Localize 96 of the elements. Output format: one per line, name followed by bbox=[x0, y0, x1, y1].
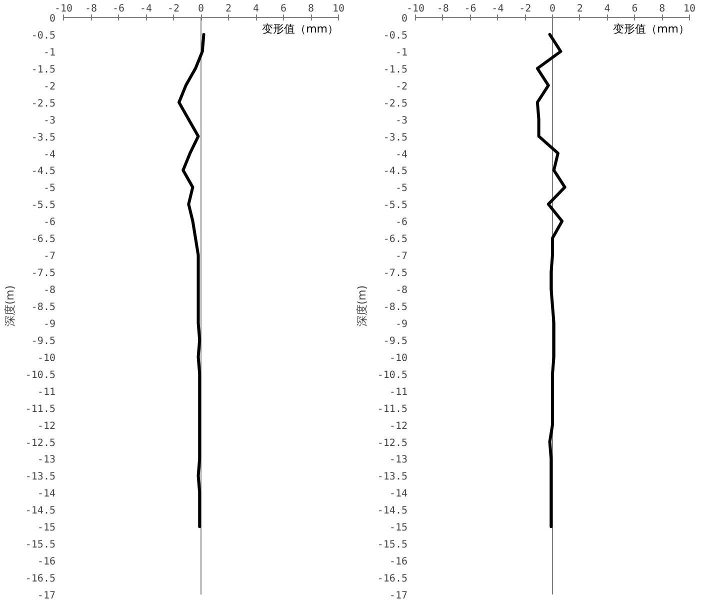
y-tick-label: -9.5 bbox=[31, 336, 56, 347]
y-tick-label: -9 bbox=[43, 318, 56, 330]
y-tick-label: -13 bbox=[37, 454, 56, 466]
y-tick-label: -15 bbox=[389, 522, 408, 534]
y-tick-label: -2.5 bbox=[31, 98, 56, 110]
y-tick-label: -11.5 bbox=[377, 404, 408, 415]
x-tick-label: -6 bbox=[464, 4, 476, 14]
y-tick-label: -11 bbox=[389, 386, 408, 398]
y-tick-label: -16.5 bbox=[377, 574, 408, 585]
x-tick-label: -4 bbox=[492, 4, 504, 14]
y-tick-label: -5.5 bbox=[31, 200, 56, 212]
x-tick-label: 2 bbox=[576, 4, 583, 14]
x-tick-label: 10 bbox=[332, 4, 345, 14]
y-tick-label: -13.5 bbox=[377, 472, 408, 483]
y-tick-label: -5.5 bbox=[383, 200, 408, 212]
y-tick-label: -7.5 bbox=[383, 268, 408, 280]
y-tick-label: -3 bbox=[43, 115, 56, 126]
y-tick-label: -13 bbox=[389, 454, 408, 466]
y-tick-label: -7 bbox=[395, 251, 408, 262]
y-tick-label: -14 bbox=[37, 488, 56, 500]
x-tick-label: -8 bbox=[84, 4, 98, 14]
y-tick-label: -8.5 bbox=[31, 302, 56, 313]
y-tick-label: -10 bbox=[37, 352, 56, 364]
y-tick-label: -7 bbox=[43, 251, 56, 262]
x-tick-label: 4 bbox=[604, 4, 610, 14]
x-tick-label: -6 bbox=[112, 4, 125, 14]
y-tick-label: -15 bbox=[37, 522, 56, 534]
y-tick-label: -6 bbox=[395, 217, 408, 228]
y-tick-label: -12 bbox=[37, 420, 56, 432]
y-tick-label: -14 bbox=[389, 488, 408, 500]
y-tick-label: -3.5 bbox=[383, 132, 408, 144]
x-tick-label: -2 bbox=[167, 4, 180, 14]
y-tick-label: -9.5 bbox=[383, 336, 408, 347]
x-tick-label: -8 bbox=[436, 4, 449, 14]
y-tick-label: -17 bbox=[37, 590, 56, 602]
y-tick-label: -12.5 bbox=[377, 438, 408, 449]
y-tick-label: -10.5 bbox=[377, 370, 408, 381]
y-tick-label: 0 bbox=[49, 14, 56, 24]
y-tick-label: -10.5 bbox=[25, 370, 56, 381]
y-tick-label: -3 bbox=[395, 115, 408, 126]
y-tick-label: -1 bbox=[395, 47, 408, 58]
x-axis-title: 变形值（mm） bbox=[613, 22, 690, 36]
x-tick-label: -2 bbox=[519, 4, 532, 14]
y-tick-label: -0.5 bbox=[31, 30, 56, 42]
y-tick-label: -5 bbox=[395, 183, 408, 194]
y-tick-label: -5 bbox=[43, 183, 56, 194]
y-tick-label: -8 bbox=[43, 285, 56, 296]
x-tick-label: 6 bbox=[632, 4, 638, 14]
y-axis-title: 深度(m) bbox=[3, 285, 16, 327]
y-tick-label: -6 bbox=[43, 217, 56, 228]
y-tick-label: -16 bbox=[37, 556, 56, 568]
y-tick-label: -11.5 bbox=[25, 404, 56, 415]
y-tick-label: -1.5 bbox=[31, 64, 56, 76]
y-tick-label: -9 bbox=[395, 318, 408, 330]
x-tick-label: 2 bbox=[225, 4, 232, 14]
y-tick-label: -2 bbox=[395, 81, 408, 92]
y-tick-label: -7.5 bbox=[31, 268, 56, 280]
y-tick-label: -6.5 bbox=[383, 234, 408, 246]
y-tick-label: -11 bbox=[37, 386, 56, 398]
y-tick-label: -13.5 bbox=[25, 472, 56, 483]
y-tick-label: -14.5 bbox=[377, 506, 408, 517]
y-tick-label: -4 bbox=[43, 149, 56, 160]
y-tick-label: -3.5 bbox=[31, 132, 56, 144]
x-tick-label: 10 bbox=[683, 4, 696, 14]
y-tick-label: 0 bbox=[401, 14, 408, 24]
y-tick-label: -14.5 bbox=[25, 506, 56, 517]
y-tick-label: -0.5 bbox=[383, 30, 408, 42]
x-tick-label: 8 bbox=[308, 4, 314, 14]
y-tick-label: -16.5 bbox=[25, 574, 56, 585]
y-tick-label: -8 bbox=[395, 285, 408, 296]
y-tick-label: -8.5 bbox=[383, 302, 408, 313]
y-tick-label: -4.5 bbox=[31, 166, 56, 178]
y-axis-title: 深度(m) bbox=[355, 285, 368, 327]
x-tick-label: -10 bbox=[54, 4, 73, 14]
y-tick-label: -10 bbox=[389, 352, 408, 364]
x-tick-label: 0 bbox=[549, 4, 556, 14]
y-tick-label: -2 bbox=[43, 81, 56, 92]
x-tick-label: 8 bbox=[659, 4, 666, 14]
x-tick-label: 6 bbox=[280, 4, 287, 14]
x-tick-label: 0 bbox=[198, 4, 204, 14]
y-tick-label: -15.5 bbox=[377, 540, 408, 551]
y-tick-label: -16 bbox=[389, 556, 408, 568]
y-tick-label: -15.5 bbox=[25, 540, 56, 551]
x-tick-label: 4 bbox=[252, 4, 260, 14]
y-tick-label: -12 bbox=[389, 420, 408, 432]
y-tick-label: -6.5 bbox=[31, 234, 56, 246]
y-tick-label: -1.5 bbox=[383, 64, 408, 76]
x-tick-label: -4 bbox=[140, 4, 152, 14]
y-tick-label: -12.5 bbox=[25, 438, 56, 449]
x-axis-title: 变形值（mm） bbox=[262, 22, 339, 36]
y-tick-label: -1 bbox=[43, 47, 56, 58]
y-tick-label: -17 bbox=[389, 590, 408, 602]
y-tick-label: -4.5 bbox=[383, 166, 408, 178]
x-tick-label: -10 bbox=[406, 4, 425, 14]
y-tick-label: -2.5 bbox=[383, 98, 408, 110]
y-tick-label: -4 bbox=[395, 149, 408, 160]
